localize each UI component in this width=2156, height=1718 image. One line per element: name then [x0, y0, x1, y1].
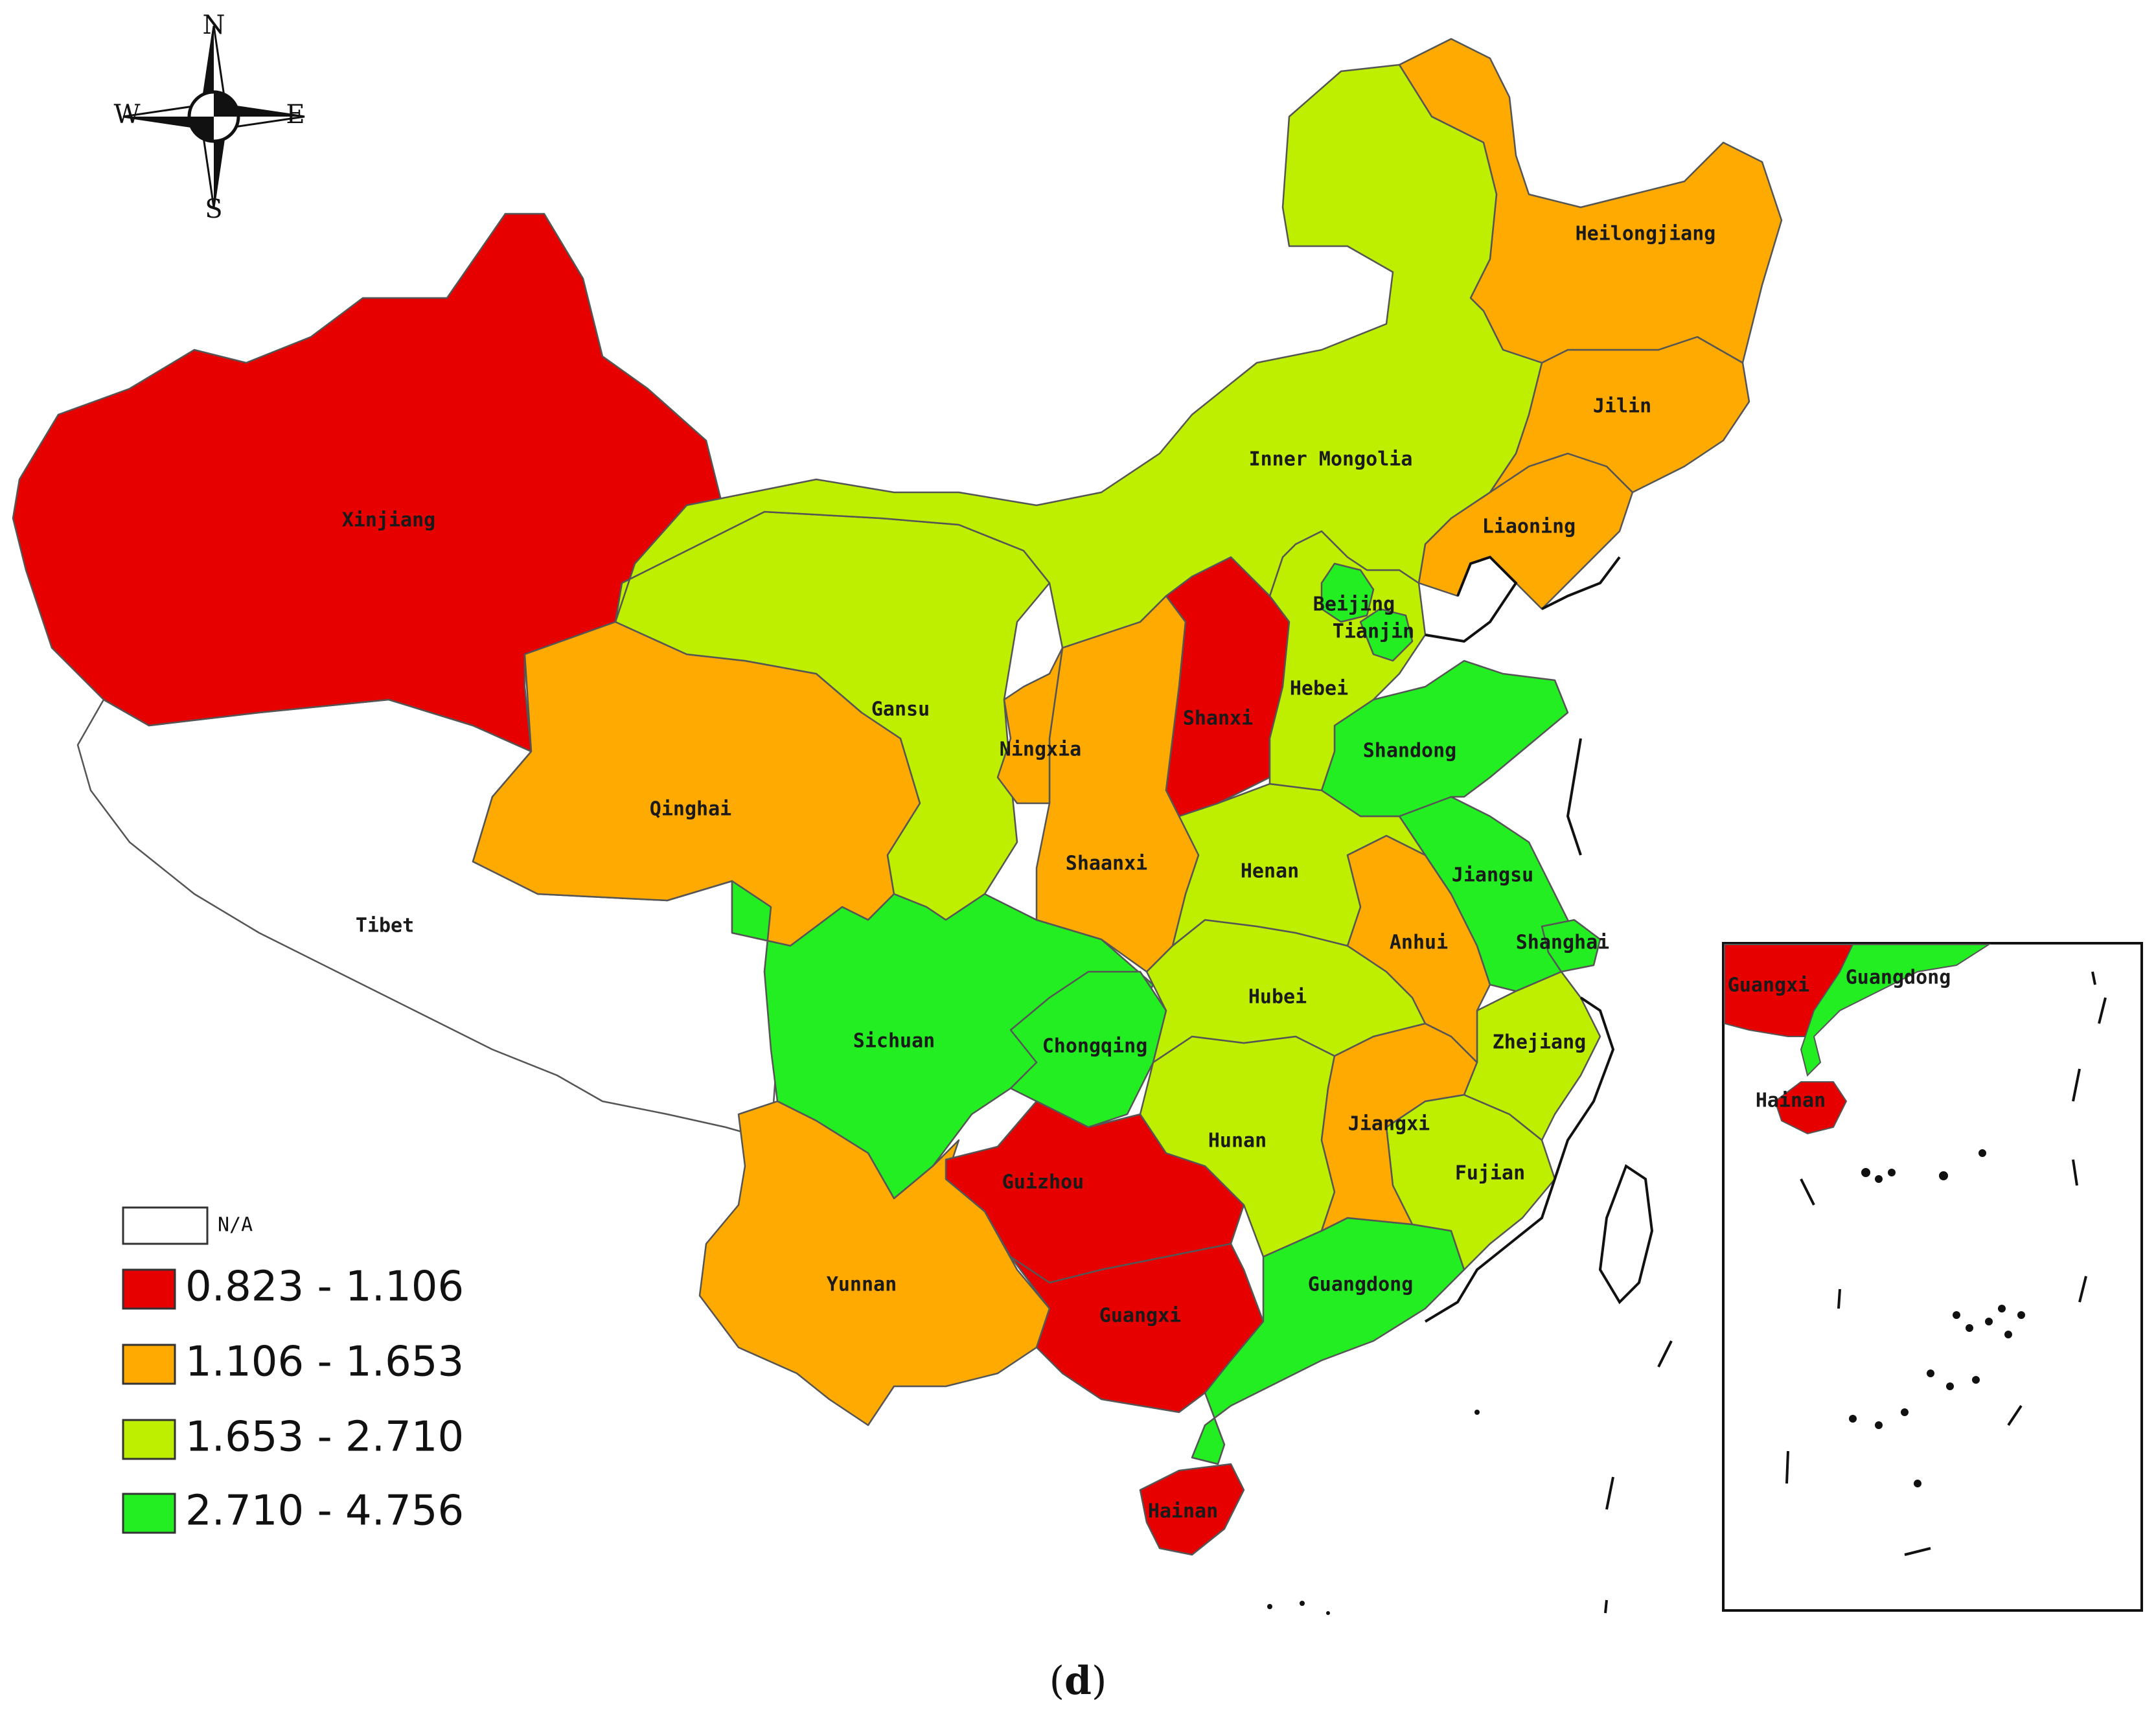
region-chongqing: [1009, 970, 1167, 1128]
label-ningxia: Ningxia: [1000, 739, 1081, 761]
label-guangdong: Guangdong: [1308, 1274, 1414, 1296]
compass-north: N: [203, 10, 225, 40]
coastline: [1267, 555, 1673, 1615]
inset-label-guangdong: Guangdong: [1846, 967, 1951, 989]
compass-west: W: [113, 100, 140, 130]
region-guizhou: [945, 1100, 1245, 1284]
inset-label-hainan: Hainan: [1756, 1090, 1826, 1112]
inset-hainan: [1774, 1081, 1848, 1135]
compass-south: S: [205, 194, 222, 224]
legend-swatch-4: [122, 1493, 176, 1534]
label-hainan: Hainan: [1148, 1500, 1218, 1523]
label-henan: Henan: [1241, 860, 1299, 883]
taiwan-outline: [1598, 1163, 1654, 1305]
region-yunnan: [698, 1100, 1051, 1426]
legend-swatch-2: [122, 1344, 176, 1385]
legend-swatch-1: [122, 1268, 176, 1310]
inset-label-guangxi: Guangxi: [1728, 974, 1809, 997]
inset-guangdong: [1800, 944, 1991, 1077]
caption-close: ): [1091, 1658, 1107, 1704]
label-liaoning: Liaoning: [1482, 516, 1576, 538]
figure-caption: (d): [0, 1658, 2156, 1704]
legend-swatch-na: [122, 1206, 209, 1245]
legend-label-4: 2.710 - 4.756: [185, 1487, 464, 1535]
legend-label-na: N/A: [218, 1214, 253, 1237]
label-zhejiang: Zhejiang: [1493, 1031, 1587, 1054]
region-hainan: [1139, 1463, 1245, 1556]
region-shandong: [1320, 659, 1569, 818]
region-tianjin: [1359, 608, 1414, 662]
compass-east: E: [286, 100, 304, 130]
legend-swatch-3: [122, 1419, 176, 1460]
label-jiangsu: Jiangsu: [1452, 864, 1533, 887]
south-china-sea-inset: Guangxi Guangdong Hainan: [1722, 942, 2143, 1612]
label-inner-mongolia: Inner Mongolia: [1249, 448, 1413, 471]
label-fujian: Fujian: [1455, 1162, 1525, 1185]
label-shaanxi: Shaanxi: [1066, 853, 1147, 875]
label-shanxi: Shanxi: [1183, 707, 1253, 730]
label-guangxi: Guangxi: [1099, 1305, 1181, 1327]
label-beijing: Beijing: [1313, 593, 1395, 616]
label-hunan: Hunan: [1208, 1130, 1267, 1152]
caption-open: (: [1049, 1658, 1065, 1704]
label-hebei: Hebei: [1290, 678, 1348, 700]
label-yunnan: Yunnan: [827, 1274, 897, 1296]
label-hubei: Hubei: [1248, 986, 1307, 1009]
label-anhui: Anhui: [1390, 932, 1448, 954]
compass-rose-icon: N S E W: [113, 10, 304, 224]
label-xinjiang: Xinjiang: [342, 509, 436, 532]
province-labels: Xinjiang Tibet Qinghai Gansu Inner Mongo…: [342, 223, 1716, 1523]
label-sichuan: Sichuan: [853, 1030, 935, 1053]
label-gansu: Gansu: [871, 698, 930, 721]
label-jiangxi: Jiangxi: [1348, 1113, 1430, 1136]
region-inner-mongolia: [614, 63, 1543, 649]
legend-label-1: 0.823 - 1.106: [185, 1263, 464, 1311]
label-heilongjiang: Heilongjiang: [1576, 223, 1716, 246]
province-regions: [12, 38, 1783, 1556]
region-shanghai: [1541, 919, 1601, 973]
caption-letter: d: [1064, 1658, 1092, 1704]
label-qinghai: Qinghai: [650, 798, 731, 821]
region-beijing: [1320, 562, 1375, 623]
legend-label-3: 1.653 - 2.710: [185, 1414, 464, 1461]
label-chongqing: Chongqing: [1042, 1035, 1148, 1058]
region-ningxia: [996, 647, 1064, 805]
label-tianjin: Tianjin: [1333, 621, 1414, 643]
label-tibet: Tibet: [356, 915, 414, 937]
label-jilin: Jilin: [1593, 395, 1651, 418]
legend: N/A 0.823 - 1.106 1.106 - 1.653 1.653 - …: [122, 1206, 464, 1535]
inset-frame: [1722, 942, 2143, 1612]
legend-label-2: 1.106 - 1.653: [185, 1338, 464, 1386]
label-guizhou: Guizhou: [1002, 1171, 1084, 1194]
label-shanghai: Shanghai: [1516, 932, 1610, 954]
china-province-map: Xinjiang Tibet Qinghai Gansu Inner Mongo…: [12, 10, 2143, 1615]
label-shandong: Shandong: [1363, 740, 1457, 762]
